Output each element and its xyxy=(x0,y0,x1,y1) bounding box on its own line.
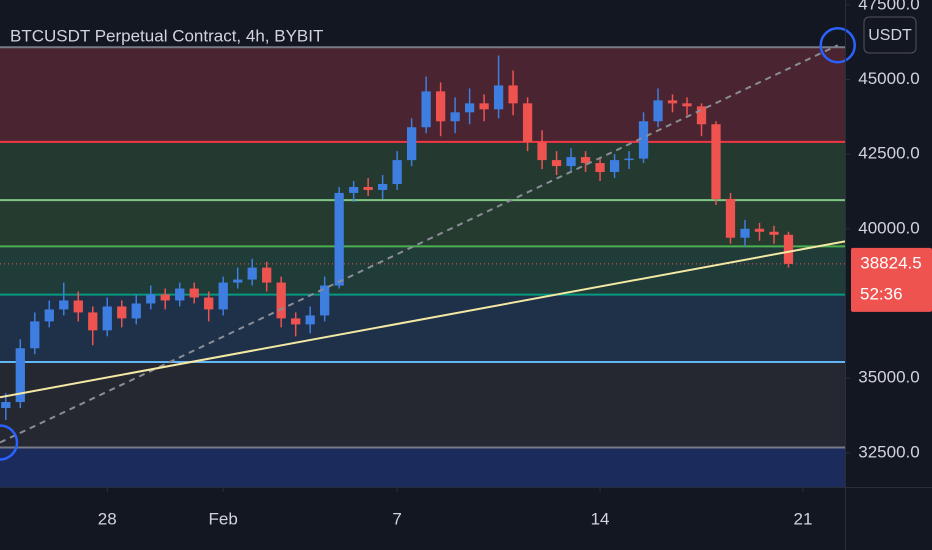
level-band xyxy=(0,200,845,247)
last-price-label: 38824.5 xyxy=(860,253,921,272)
candle-body xyxy=(551,160,562,167)
x-tick-label: Feb xyxy=(209,509,238,528)
candle-body xyxy=(160,294,170,301)
last-price-box xyxy=(851,247,932,312)
candle-body xyxy=(320,285,330,316)
candle-body xyxy=(609,160,620,173)
currency-label[interactable]: USDT xyxy=(868,27,912,44)
candle-body xyxy=(580,157,591,164)
candle-body xyxy=(493,85,504,110)
candle-body xyxy=(406,127,417,161)
candle-body xyxy=(233,279,243,283)
candle-body xyxy=(334,192,344,286)
candle-body xyxy=(218,282,228,310)
candle-body xyxy=(204,297,214,310)
candle-body xyxy=(667,100,678,104)
candle-body xyxy=(783,234,794,264)
candle-body xyxy=(117,306,127,319)
y-tick-label: 32500.0 xyxy=(858,442,919,461)
candle-body xyxy=(73,300,83,313)
trend-line xyxy=(0,44,839,444)
x-tick-label: 7 xyxy=(392,509,401,528)
y-tick-label: 40000.0 xyxy=(858,218,919,237)
candle-body xyxy=(102,306,112,331)
candle-body xyxy=(479,103,489,110)
candle-body xyxy=(696,106,707,125)
candle-body xyxy=(682,103,692,107)
candle-body xyxy=(146,294,156,304)
candle-body xyxy=(392,160,402,184)
candle-body xyxy=(349,186,359,193)
candle-body xyxy=(653,100,663,122)
candle-body xyxy=(305,315,315,325)
trend-line xyxy=(0,240,846,399)
candle-body xyxy=(44,309,54,322)
candle-body xyxy=(276,282,286,319)
chart-title: BTCUSDT Perpetual Contract, 4h, BYBIT xyxy=(10,26,323,45)
candle-body xyxy=(522,103,533,143)
candle-body xyxy=(175,288,185,301)
candle-body xyxy=(638,121,649,159)
candle-body xyxy=(624,158,634,161)
candle-body xyxy=(464,103,475,113)
level-band xyxy=(0,294,845,363)
level-band xyxy=(0,141,845,201)
candle-body xyxy=(421,91,431,128)
level-band xyxy=(0,447,845,487)
candle-body xyxy=(189,288,199,298)
candle-body xyxy=(740,228,750,238)
candle-body xyxy=(363,186,373,190)
candle-body xyxy=(378,183,388,190)
candle-body xyxy=(769,231,779,235)
y-tick-label: 47500.0 xyxy=(858,0,919,13)
x-tick-label: 14 xyxy=(591,509,610,528)
candle-body xyxy=(30,321,40,349)
candle-body xyxy=(247,267,257,280)
candle-body xyxy=(725,198,736,238)
candle-body xyxy=(711,124,721,199)
candle-body xyxy=(88,312,98,331)
level-band xyxy=(0,246,845,295)
y-tick-label: 42500.0 xyxy=(858,144,919,163)
x-tick-label: 28 xyxy=(98,509,117,528)
candle-body xyxy=(537,142,547,161)
y-tick-label: 35000.0 xyxy=(858,368,919,387)
currency-button[interactable] xyxy=(863,16,917,54)
candle-body xyxy=(595,163,605,173)
candle-body xyxy=(131,303,141,319)
trend-handle xyxy=(0,424,19,461)
candle-body xyxy=(262,267,272,283)
candle-body xyxy=(508,85,518,104)
x-tick-label: 21 xyxy=(794,509,813,528)
candle-body xyxy=(59,300,69,310)
trend-handle xyxy=(819,27,857,64)
candle-body xyxy=(291,318,301,325)
y-tick-label: 45000.0 xyxy=(858,69,919,88)
candle-body xyxy=(15,348,25,403)
countdown-label: 52:36 xyxy=(860,284,903,303)
plot-area xyxy=(0,27,857,487)
candle-body xyxy=(450,112,460,122)
candle-body xyxy=(1,402,11,408)
candle-body xyxy=(566,157,576,167)
candle-body xyxy=(435,91,446,122)
candle-body xyxy=(754,228,765,232)
